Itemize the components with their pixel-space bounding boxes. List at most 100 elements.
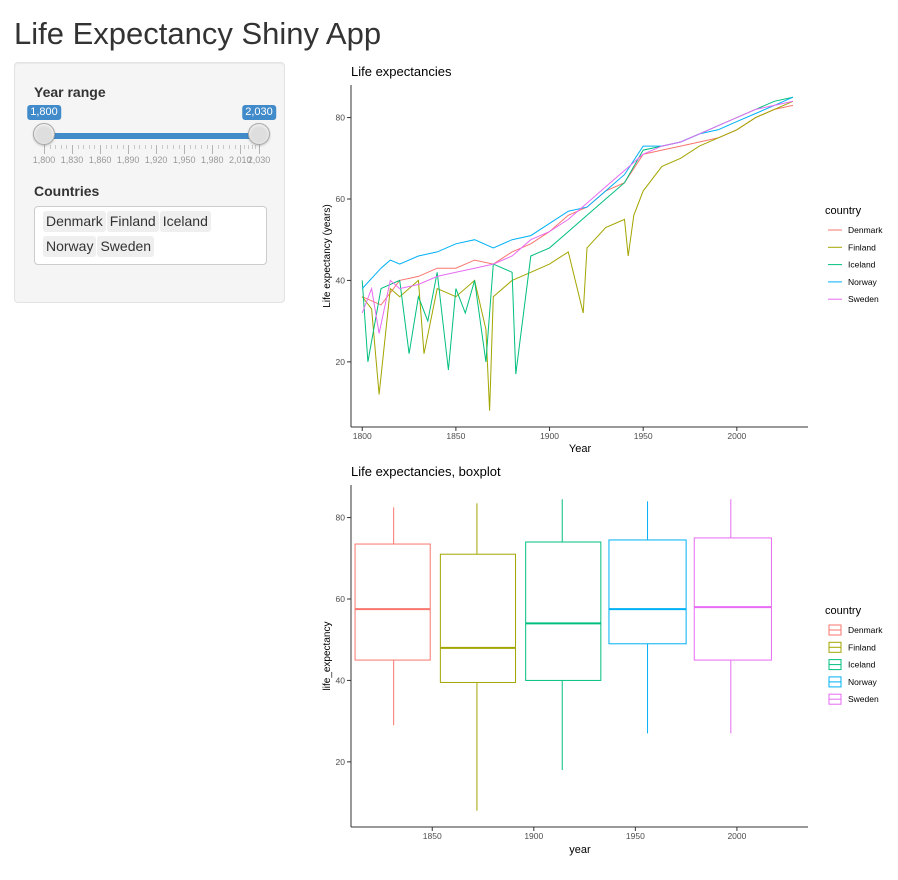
x-tick-label: 1950: [626, 831, 645, 841]
year-range-label: Year range: [34, 84, 106, 100]
y-tick-label: 60: [336, 194, 346, 204]
y-axis-title: life_expectancy: [322, 622, 333, 691]
legend-label: Norway: [848, 277, 878, 287]
box-body: [439, 553, 517, 683]
axis-ticks: 1850 1900 1950 2000 20 40 60 80: [336, 513, 747, 841]
legend-label: Denmark: [848, 625, 883, 635]
x-axis-title: year: [569, 844, 591, 856]
slider-grid-minor-tick: [116, 145, 118, 149]
y-tick-label: 80: [336, 513, 346, 523]
axis-ticks: 1800 1850 1900 1950 2000 20 40 60 80: [336, 113, 747, 441]
slider-grid-minor-tick: [229, 145, 231, 149]
country-chip[interactable]: Iceland: [159, 211, 211, 232]
y-tick-label: 80: [336, 113, 346, 123]
x-tick-label: 1900: [540, 431, 559, 441]
slider-grid-minor-tick: [150, 145, 152, 149]
slider-grid-minor-tick: [195, 145, 197, 149]
slider-grid-tick: [128, 145, 130, 154]
sidebar-panel: Year range 1,800 2,030 1,800 1,830 1,860 1,…: [14, 62, 285, 303]
chart-title: Life expectancies, boxplot: [351, 464, 501, 479]
country-chip[interactable]: Finland: [106, 211, 159, 232]
slider-selected-bar[interactable]: [44, 133, 259, 139]
slider-grid-label: 2,030: [247, 155, 271, 165]
legend-label: Sweden: [848, 294, 879, 304]
chart-title: Life expectancies: [351, 64, 452, 79]
slider-high-value: 2,030: [242, 105, 276, 120]
series-lines: [361, 96, 794, 411]
slider-grid-minor-tick: [139, 145, 141, 149]
slider-grid-minor-tick: [217, 145, 219, 149]
slider-grid-tick: [212, 145, 214, 154]
page-title: Life Expectancy Shiny App: [14, 16, 382, 51]
x-tick-label: 1850: [446, 431, 465, 441]
legend-label: Norway: [848, 677, 878, 687]
slider-grid-minor-tick: [144, 145, 146, 149]
slider-grid-minor-tick: [173, 145, 174, 149]
slider-grid-minor-tick: [122, 145, 124, 149]
slider-grid-minor-tick: [88, 145, 90, 149]
slider-grid-label: 1,800: [32, 155, 56, 165]
series-line: [361, 100, 794, 334]
slider-grid-minor-tick: [201, 145, 203, 149]
y-tick-label: 60: [336, 594, 346, 604]
x-tick-label: 1800: [353, 431, 372, 441]
slider-grid-minor-tick: [60, 145, 62, 149]
x-tick-label: 2000: [727, 831, 746, 841]
slider-grid-minor-tick: [66, 145, 68, 149]
slider-grid-minor-tick: [244, 145, 246, 149]
slider-grid-minor-tick: [206, 145, 208, 149]
slider-grid-minor-tick: [111, 145, 113, 149]
slider-grid-tick: [100, 145, 102, 154]
y-axis-title: Life expectancy (years): [322, 204, 333, 307]
slider-grid-minor-tick: [247, 145, 249, 149]
slider-low-handle[interactable]: [33, 123, 55, 145]
year-range-slider[interactable]: 1,800 2,030 1,800 1,830 1,860 1,890 1,920 1,9…: [27, 105, 276, 165]
slider-grid-minor-tick: [255, 145, 257, 149]
slider-grid-label: 1,860: [88, 155, 112, 165]
slider-low-value: 1,800: [27, 105, 61, 120]
countries-select[interactable]: Denmark Finland Iceland Norway Sweden: [34, 206, 267, 265]
slider-grid-tick: [259, 145, 260, 154]
slider-grid-minor-tick: [167, 145, 169, 149]
box-body: [525, 541, 602, 681]
legend-label: Iceland: [848, 660, 876, 670]
slider-grid-label: 1,890: [116, 155, 140, 165]
legend-title: country: [825, 605, 862, 617]
slider-grid-minor-tick: [77, 145, 79, 149]
slider-grid-tick: [240, 145, 242, 154]
x-tick-label: 1950: [634, 431, 653, 441]
x-axis-title: Year: [569, 443, 592, 455]
slider-grid-minor-tick: [94, 145, 96, 149]
slider-grid-minor-tick: [105, 145, 107, 149]
slider-grid-minor-tick: [133, 145, 135, 149]
legend-title: country: [825, 205, 862, 217]
slider-grid-minor-tick: [83, 145, 85, 149]
country-chip[interactable]: Denmark: [43, 211, 106, 232]
y-tick-label: 20: [336, 757, 346, 767]
slider-grid-minor-tick: [161, 145, 163, 149]
country-chip[interactable]: Sweden: [97, 236, 155, 257]
slider-grid-minor-tick: [178, 145, 180, 149]
slider-grid-minor-tick: [223, 145, 225, 149]
slider-grid-minor-tick: [189, 145, 191, 149]
slider-grid-minor-tick: [234, 145, 236, 149]
slider-grid-tick: [72, 145, 74, 154]
legend-label: Finland: [848, 642, 876, 652]
slider-grid-label: 1,950: [172, 155, 196, 165]
y-tick-label: 20: [336, 357, 346, 367]
slider-grid-tick: [44, 145, 45, 154]
slider-grid-label: 1,980: [200, 155, 224, 165]
y-tick-label: 40: [336, 675, 346, 685]
x-tick-label: 1900: [524, 831, 543, 841]
legend-label: Sweden: [848, 694, 879, 704]
y-tick-label: 40: [336, 275, 346, 285]
legend-label: Finland: [848, 242, 876, 252]
box-body: [354, 543, 431, 661]
slider-high-handle[interactable]: [248, 123, 270, 145]
legend: Denmark Finland Iceland Norway Sweden: [828, 624, 883, 705]
countries-label: Countries: [34, 183, 100, 199]
country-chip[interactable]: Norway: [43, 236, 97, 257]
legend-label: Denmark: [848, 225, 883, 235]
